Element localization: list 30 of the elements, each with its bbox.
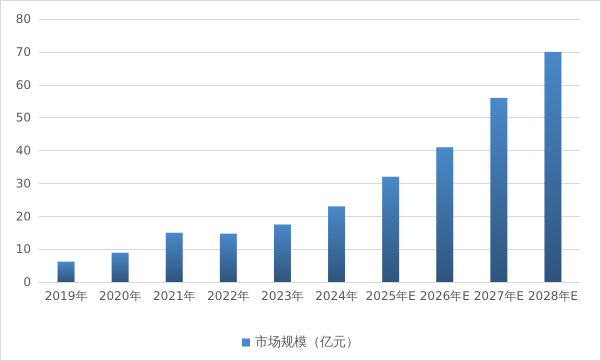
y-tick-label: 60 [16,78,31,92]
x-tick-label: 2021年 [152,289,196,303]
bar [436,147,454,282]
x-tick-label: 2020年 [98,289,142,303]
bar [166,232,183,282]
x-tick-label: 2026年E [420,289,470,303]
y-tick-label: 20 [16,209,31,224]
x-tick-label: 2025年E [366,289,416,303]
y-tick-label: 10 [16,242,31,256]
x-tick-label: 2023年 [261,289,304,303]
bar [220,234,237,282]
y-tick-label: 30 [16,176,31,190]
bar [112,252,129,282]
legend-label: 市场规模（亿元） [255,335,359,350]
bar [58,262,75,282]
y-tick-label: 80 [16,12,31,26]
y-tick-label: 50 [16,110,31,125]
bar [382,176,400,282]
x-tick-label: 2022年 [207,289,250,303]
x-tick-label: 2019年 [44,289,88,303]
x-tick-label: 2027年E [474,289,524,303]
bar [274,224,291,282]
bar [544,52,562,282]
y-tick-label: 70 [16,44,31,59]
y-tick-label: 0 [23,275,31,289]
x-tick-label: 2024年 [315,289,358,303]
bar [328,206,346,282]
y-tick-label: 40 [16,144,31,158]
bar [490,98,508,282]
x-tick-label: 2028年E [528,289,578,303]
